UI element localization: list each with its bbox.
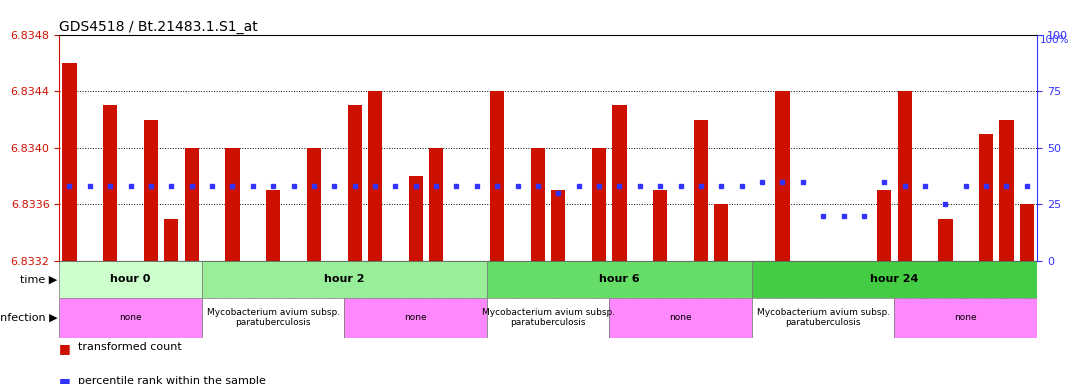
Bar: [164, 218, 179, 261]
Bar: [368, 91, 382, 261]
Text: Mycobacterium avium subsp.
paratuberculosis: Mycobacterium avium subsp. paratuberculo…: [482, 308, 614, 328]
Bar: [751, 261, 1037, 298]
Text: Mycobacterium avium subsp.
paratuberculosis: Mycobacterium avium subsp. paratuberculo…: [757, 308, 889, 328]
Bar: [143, 119, 158, 261]
Bar: [999, 119, 1013, 261]
Bar: [715, 205, 729, 261]
Text: hour 24: hour 24: [870, 274, 918, 285]
Bar: [63, 63, 77, 261]
Bar: [592, 148, 606, 261]
Text: none: none: [954, 313, 977, 322]
Text: infection ▶: infection ▶: [0, 313, 57, 323]
Bar: [202, 261, 487, 298]
Bar: [551, 190, 566, 261]
Bar: [429, 148, 443, 261]
Text: transformed count: transformed count: [78, 342, 181, 352]
Text: none: none: [669, 313, 692, 322]
Text: hour 0: hour 0: [110, 274, 151, 285]
Bar: [979, 134, 993, 261]
Bar: [266, 190, 280, 261]
Bar: [653, 190, 667, 261]
Bar: [938, 218, 953, 261]
Text: 100%: 100%: [1040, 35, 1069, 45]
Text: ■: ■: [59, 342, 71, 355]
Bar: [59, 298, 202, 338]
Bar: [877, 190, 892, 261]
Bar: [898, 91, 912, 261]
Text: hour 2: hour 2: [324, 274, 364, 285]
Bar: [409, 176, 423, 261]
Bar: [202, 298, 345, 338]
Bar: [184, 148, 198, 261]
Bar: [490, 91, 505, 261]
Text: Mycobacterium avium subsp.
paratuberculosis: Mycobacterium avium subsp. paratuberculo…: [207, 308, 340, 328]
Bar: [1020, 205, 1034, 261]
Bar: [345, 298, 487, 338]
Bar: [225, 148, 239, 261]
Text: time ▶: time ▶: [19, 274, 57, 285]
Bar: [751, 298, 895, 338]
Text: none: none: [120, 313, 142, 322]
Bar: [347, 105, 362, 261]
Bar: [59, 261, 202, 298]
Bar: [487, 261, 751, 298]
Bar: [895, 298, 1037, 338]
Text: percentile rank within the sample: percentile rank within the sample: [78, 376, 265, 384]
Bar: [612, 105, 626, 261]
Bar: [487, 298, 609, 338]
Bar: [530, 148, 545, 261]
Text: none: none: [404, 313, 427, 322]
Text: hour 6: hour 6: [599, 274, 639, 285]
Text: ■: ■: [59, 376, 71, 384]
Bar: [307, 148, 321, 261]
Bar: [775, 91, 789, 261]
Bar: [103, 105, 118, 261]
Text: GDS4518 / Bt.21483.1.S1_at: GDS4518 / Bt.21483.1.S1_at: [59, 20, 258, 33]
Bar: [609, 298, 751, 338]
Bar: [694, 119, 708, 261]
